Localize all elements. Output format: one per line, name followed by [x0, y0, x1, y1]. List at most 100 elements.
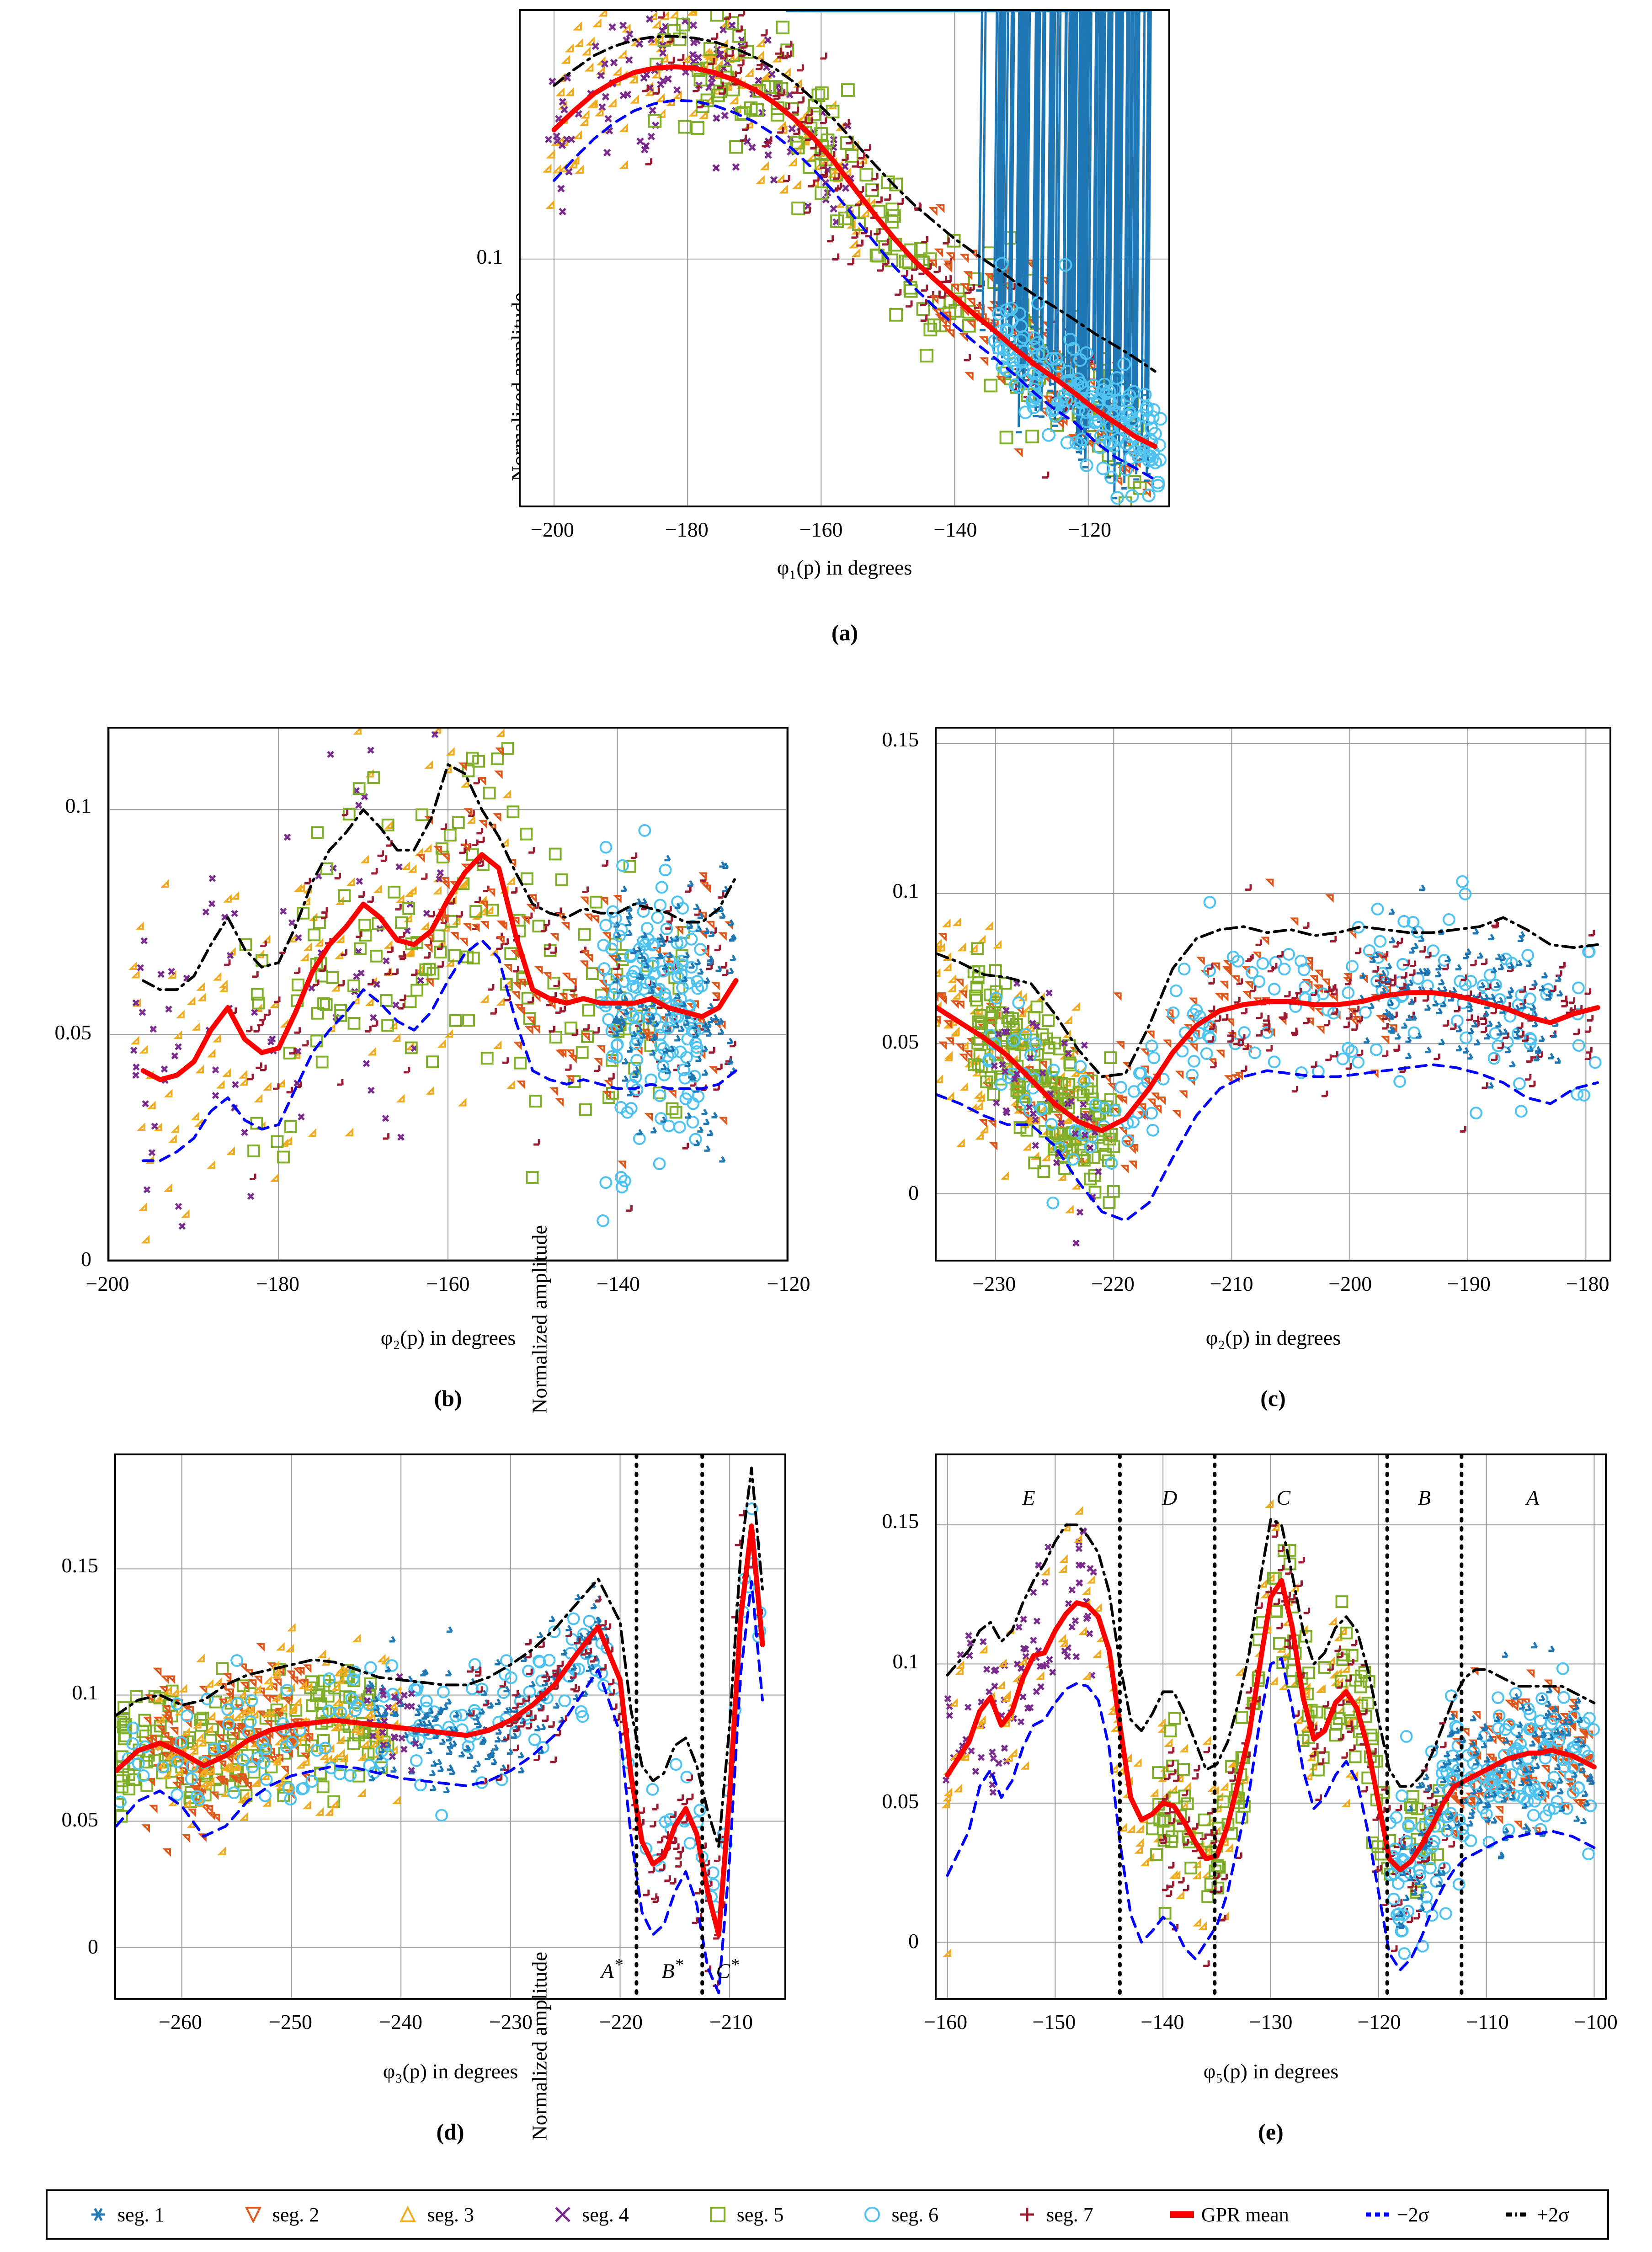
- legend-item-label: seg. 7: [1046, 2203, 1093, 2226]
- region-label-astar: A*: [601, 1955, 623, 1983]
- legend-item-label: seg. 1: [117, 2203, 165, 2226]
- scatter-series-seg-1: [365, 1581, 609, 1793]
- panel-d-xlabel: φ₃(p) in degrees: [383, 2060, 518, 2083]
- panel-b-plot-area: [107, 727, 789, 1262]
- xtick-label: −100: [1574, 2010, 1618, 2034]
- legend-item[interactable]: seg. 1: [85, 2203, 165, 2226]
- legend-item[interactable]: −2σ: [1365, 2203, 1429, 2226]
- line-gpr-mean: [140, 852, 739, 1082]
- asterisk-icon: [85, 2204, 111, 2225]
- region-label-e: E: [1022, 1485, 1035, 1509]
- xtick-label: −250: [269, 2010, 313, 2034]
- ytick-label: 0.05: [882, 1030, 919, 1054]
- region-label-c: C: [1276, 1485, 1291, 1509]
- ytick-label: 0.1: [65, 794, 92, 818]
- xtick-label: −190: [1447, 1272, 1491, 1295]
- x-cross-icon: [550, 2204, 576, 2225]
- xtick-label: −180: [1566, 1272, 1609, 1295]
- legend-item-label: GPR mean: [1201, 2203, 1289, 2226]
- scatter-series-seg-7: [1207, 884, 1595, 1133]
- panel-c-plot-area: [935, 727, 1611, 1262]
- scatter-series-seg-4: [991, 980, 1102, 1247]
- legend-item-label: seg. 4: [582, 2203, 629, 2226]
- plus-icon: [1014, 2204, 1040, 2225]
- line--2sigma: [116, 1580, 764, 1994]
- ytick-label: 0.1: [892, 1649, 919, 1673]
- legend-item[interactable]: seg. 6: [859, 2203, 938, 2226]
- legend-item-label: seg. 3: [427, 2203, 474, 2226]
- panel-c-ylabel: Normalized amplitude: [528, 1225, 551, 1414]
- line--2sigma: [946, 1517, 1596, 1788]
- legend-item[interactable]: seg. 2: [240, 2203, 319, 2226]
- panel-e-xlabel: φ₅(p) in degrees: [1203, 2060, 1339, 2083]
- xtick-label: −160: [924, 2010, 968, 2034]
- line-gpr-mean: [945, 1578, 1597, 1873]
- line--2sigma: [142, 938, 737, 1162]
- scatter-series-seg-1: [1358, 884, 1563, 1089]
- ytick-label: 0.15: [882, 1509, 919, 1533]
- ytick-label: 0.05: [882, 1789, 919, 1813]
- xtick-label: −120: [767, 1272, 810, 1295]
- legend-item-label: seg. 5: [736, 2203, 784, 2226]
- panel-a-plot-area: [519, 9, 1170, 507]
- xtick-label: −150: [1032, 2010, 1076, 2034]
- panel-c-xlabel: φ₂(p) in degrees: [1205, 1326, 1341, 1349]
- dashdot-line-icon: [1505, 2204, 1530, 2225]
- xtick-label: −200: [1328, 1272, 1372, 1295]
- region-label-bstar: B*: [661, 1955, 683, 1983]
- legend-item[interactable]: seg. 7: [1014, 2203, 1093, 2226]
- xtick-label: −230: [489, 2010, 533, 2034]
- legend-item[interactable]: GPR mean: [1169, 2203, 1289, 2226]
- line-gpr-mean: [551, 64, 1158, 449]
- scatter-series-seg-4: [130, 731, 444, 1230]
- xtick-label: −180: [256, 1272, 299, 1295]
- legend-item-label: −2σ: [1396, 2203, 1429, 2226]
- region-label-a: A: [1526, 1485, 1540, 1509]
- ytick-label: 0: [908, 1181, 919, 1204]
- legend-item[interactable]: +2σ: [1505, 2203, 1569, 2226]
- xtick-label: −210: [1210, 1272, 1253, 1295]
- xtick-label: −120: [1357, 2010, 1401, 2034]
- line-gpr-mean: [116, 1523, 765, 1938]
- line--2sigma: [937, 916, 1599, 1078]
- panel-d-caption: (d): [436, 2119, 464, 2145]
- legend-item[interactable]: seg. 5: [705, 2203, 784, 2226]
- panel-a-xlabel: φ₁(p) in degrees: [777, 556, 912, 579]
- circle-icon: [859, 2204, 885, 2225]
- ytick-label: 0.05: [54, 1021, 92, 1044]
- ytick-label: 0: [88, 1934, 98, 1958]
- ytick-label: 0.1: [476, 245, 503, 268]
- legend-item[interactable]: seg. 4: [550, 2203, 629, 2226]
- ytick-label: 0.05: [61, 1807, 99, 1831]
- legend-item-label: seg. 6: [891, 2203, 939, 2226]
- xtick-label: −160: [426, 1272, 470, 1295]
- ytick-label: 0.1: [892, 878, 919, 902]
- legend-item[interactable]: seg. 3: [395, 2203, 474, 2226]
- triangle-up-icon: [395, 2204, 421, 2225]
- panel-d-plot-area: A* B* C*: [114, 1453, 786, 2000]
- square-icon: [705, 2204, 730, 2225]
- scatter-series-seg-1: [1396, 1642, 1595, 1929]
- scatter-series-seg-5: [239, 742, 690, 1184]
- line--2sigma: [553, 35, 1156, 373]
- panel-d: Normalized amplitude A* B* C* 0 0.05 0.1 0.15…: [0, 1440, 818, 2153]
- xtick-label: −200: [85, 1272, 129, 1295]
- region-label-cstar: C*: [716, 1955, 739, 1983]
- ytick-label: 0.1: [72, 1681, 99, 1704]
- ytick-label: 0: [908, 1929, 919, 1953]
- ytick-label: 0.15: [882, 728, 919, 751]
- scatter-series-seg-4: [363, 1673, 421, 1774]
- xtick-label: −180: [665, 518, 709, 541]
- xtick-label: −220: [599, 2010, 643, 2034]
- region-label-b: B: [1418, 1485, 1431, 1509]
- legend-item-label: +2σ: [1537, 2203, 1569, 2226]
- xtick-label: −130: [1249, 2010, 1293, 2034]
- line-gpr-mean: [937, 990, 1600, 1134]
- panel-e-ylabel: Normalized amplitude: [528, 1952, 551, 2140]
- panel-a: Normalized amplitude 0.1 −200−180−160−14…: [0, 0, 1652, 676]
- scatter-series-seg-6: [594, 824, 708, 1227]
- panel-c: Normalized amplitude 0 0.05 0.1 0.15 −230 −2…: [528, 713, 1652, 1426]
